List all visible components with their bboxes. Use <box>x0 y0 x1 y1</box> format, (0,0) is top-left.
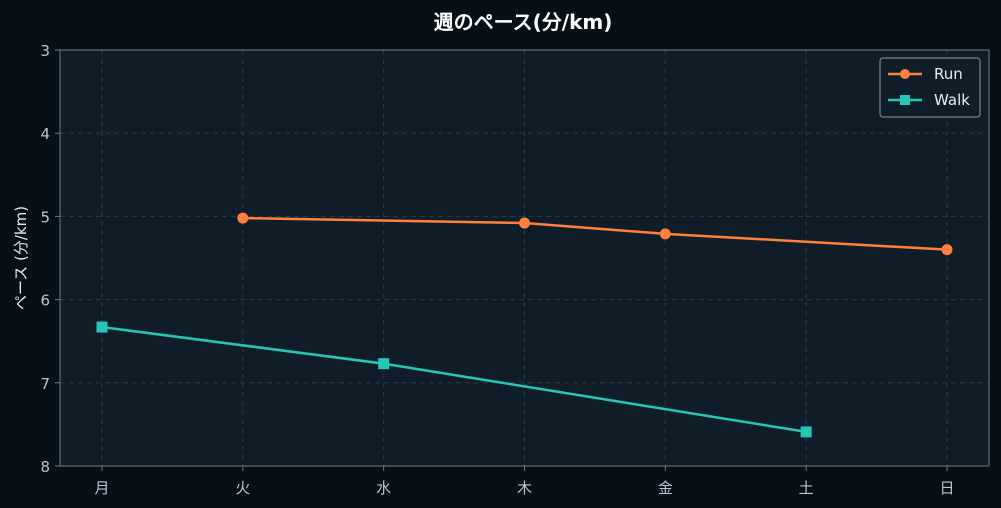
y-tick-label: 3 <box>40 42 50 60</box>
legend: Run Walk <box>879 57 981 118</box>
legend-item-run[interactable]: Run <box>888 65 963 83</box>
y-axis-label: ペース (分/km) <box>12 206 30 310</box>
legend-run-marker <box>900 69 910 79</box>
x-tick-label: 木 <box>517 479 532 497</box>
x-tick-label: 金 <box>658 479 673 497</box>
data-point-run[interactable] <box>941 244 953 256</box>
x-tick-label: 火 <box>235 479 250 497</box>
legend-walk-marker <box>900 95 910 105</box>
legend-run-label: Run <box>934 65 963 83</box>
y-tick-label: 4 <box>40 125 50 143</box>
legend-item-walk[interactable]: Walk <box>888 91 970 109</box>
data-point-walk[interactable] <box>378 358 390 370</box>
y-tick-label: 8 <box>40 458 50 476</box>
y-tick-label: 7 <box>40 375 50 393</box>
y-tick-label: 5 <box>40 208 50 226</box>
chart-title: 週のペース(分/km) <box>434 10 613 34</box>
series-line-run <box>241 216 949 251</box>
x-tick-label: 月 <box>94 479 109 497</box>
x-tick-label: 日 <box>939 479 954 497</box>
y-tick-label: 6 <box>40 292 50 310</box>
series-walk <box>96 321 812 438</box>
data-point-run[interactable] <box>519 217 530 229</box>
y-axis: 3 4 5 6 7 8 <box>40 42 60 476</box>
x-tick-label: 土 <box>799 479 814 497</box>
x-tick-label: 水 <box>376 479 391 497</box>
data-point-run[interactable] <box>659 228 671 240</box>
series-layer <box>96 212 953 438</box>
series-run <box>237 212 953 256</box>
data-point-walk[interactable] <box>800 426 812 438</box>
data-point-run[interactable] <box>237 212 249 224</box>
data-point-walk[interactable] <box>96 321 108 333</box>
x-axis: 月火水木金土日 <box>94 466 955 497</box>
legend-walk-label: Walk <box>934 91 970 109</box>
